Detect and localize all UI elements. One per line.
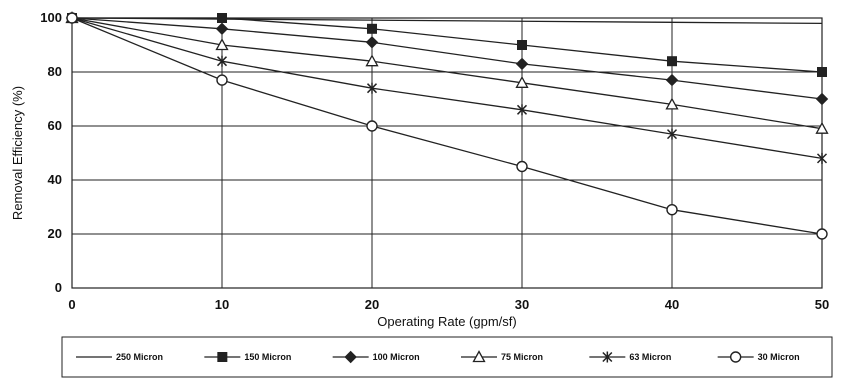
legend-item: 150 Micron — [204, 352, 291, 362]
circle-marker — [729, 351, 742, 363]
legend-item: 100 Micron — [332, 350, 420, 364]
star-marker — [666, 128, 678, 140]
triangle-marker — [215, 38, 229, 51]
star-marker — [216, 55, 228, 67]
diamond-marker — [815, 92, 829, 106]
square-marker — [217, 352, 228, 362]
y-tick-labels: 0 20 40 60 80 100 — [40, 10, 62, 295]
legend-label: 30 Micron — [758, 352, 800, 362]
star-marker — [816, 152, 828, 164]
circle-marker — [216, 74, 228, 86]
series-63-micron — [66, 12, 828, 164]
star-marker — [516, 104, 528, 116]
series-line — [71, 17, 823, 25]
legend-item: 250 Micron — [76, 352, 163, 362]
diamond-marker — [515, 57, 529, 71]
triangle-marker — [472, 350, 486, 363]
series-line — [71, 17, 823, 100]
legend-label: 250 Micron — [116, 352, 163, 362]
triangle-marker — [365, 54, 379, 67]
y-axis-title: Removal Efficiency (%) — [10, 86, 25, 220]
gridlines — [71, 17, 823, 289]
x-tick-label: 30 — [515, 297, 529, 312]
triangle-marker — [815, 121, 829, 134]
series-layer — [65, 11, 829, 240]
square-marker — [367, 23, 377, 34]
x-tick-label: 20 — [365, 297, 379, 312]
diamond-marker — [344, 350, 357, 364]
y-tick-label: 40 — [48, 172, 62, 187]
series-100-micron — [65, 11, 829, 106]
circle-marker — [366, 120, 378, 132]
legend-item: 75 Micron — [461, 350, 543, 363]
y-tick-label: 20 — [48, 226, 62, 241]
series-30-micron — [66, 12, 828, 240]
diamond-marker — [665, 73, 679, 87]
diamond-marker — [365, 36, 379, 49]
series-250-micron — [71, 17, 823, 25]
plot-frame — [71, 17, 823, 289]
circle-marker — [516, 160, 528, 173]
x-tick-label: 10 — [215, 297, 229, 312]
x-tick-label: 40 — [665, 297, 679, 312]
y-tick-label: 80 — [48, 64, 62, 79]
x-tick-label: 50 — [815, 297, 829, 312]
y-tick-label: 100 — [40, 10, 62, 25]
series-75-micron — [65, 11, 829, 134]
legend-label: 63 Micron — [629, 352, 671, 362]
star-marker — [366, 82, 378, 94]
legend: 250 Micron 150 Micron 100 Micron 75 Micron 6… — [61, 336, 833, 378]
diamond-marker — [215, 22, 229, 36]
x-tick-labels: 0 10 20 30 40 50 — [68, 297, 829, 312]
x-axis-title: Operating Rate (gpm/sf) — [377, 314, 516, 329]
circle-marker — [66, 12, 78, 24]
square-marker — [217, 13, 227, 23]
square-marker — [817, 67, 827, 77]
square-marker — [517, 40, 527, 50]
circle-marker — [816, 228, 828, 240]
legend-label: 75 Micron — [501, 352, 543, 362]
legend-label: 100 Micron — [373, 352, 420, 362]
series-line — [71, 17, 823, 160]
triangle-marker — [665, 97, 679, 110]
legend-item: 63 Micron — [589, 351, 671, 363]
x-tick-label: 0 — [68, 297, 75, 312]
legend-box — [61, 336, 833, 378]
legend-items: 250 Micron 150 Micron 100 Micron 75 Micron 6… — [76, 350, 800, 364]
star-marker — [602, 351, 613, 363]
legend-item: 30 Micron — [717, 351, 800, 363]
circle-marker — [666, 203, 678, 216]
y-tick-label: 60 — [48, 118, 62, 133]
series-line — [71, 17, 823, 130]
triangle-marker — [515, 75, 529, 88]
series-line — [72, 17, 823, 73]
legend-label: 150 Micron — [244, 352, 291, 362]
y-tick-label: 0 — [55, 280, 62, 295]
square-marker — [667, 56, 677, 67]
series-line — [71, 17, 823, 235]
